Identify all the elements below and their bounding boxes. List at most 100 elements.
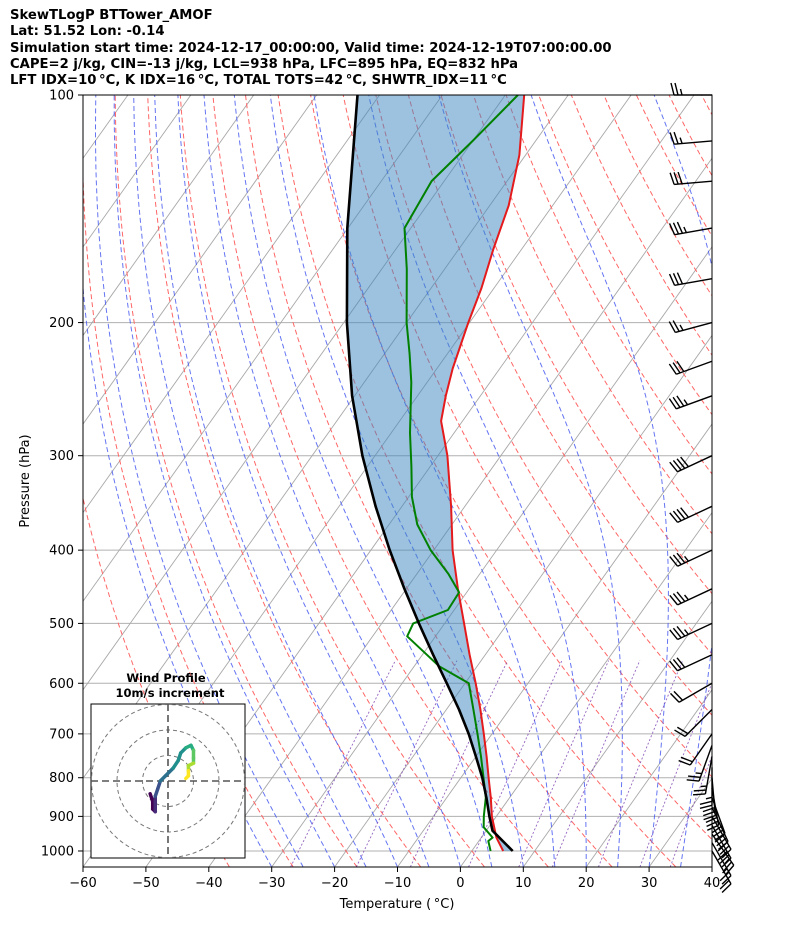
chart-title: SkewTLogP BTTower_AMOF [10, 8, 213, 23]
barb-flag [678, 759, 691, 766]
barb-flag [687, 775, 701, 779]
barb-flag [719, 845, 730, 855]
parcel-profile-line [345, 95, 514, 852]
chart-header: SkewTLogP BTTower_AMOF Lat: 51.52 Lon: -… [10, 8, 612, 89]
y-tick-label: 200 [49, 316, 74, 331]
hodograph-segment [163, 766, 175, 778]
moist-adiabat [653, 95, 712, 867]
moist-adiabat [113, 95, 336, 867]
x-tick-label: −40 [195, 876, 222, 891]
barb-flag [668, 398, 677, 410]
wind-barb [668, 272, 713, 287]
barb-flag [669, 629, 679, 640]
mixing-ratio-line [409, 660, 509, 867]
barb-flag [669, 172, 675, 185]
dry-adiabat [472, 95, 712, 535]
wind-barb [678, 733, 713, 766]
barb-staff [674, 180, 713, 186]
barb-flag [714, 833, 726, 843]
dry-adiabat [685, 0, 794, 867]
barb-flag [721, 857, 732, 868]
moist-adiabat [233, 95, 493, 867]
inset-plot [91, 704, 245, 858]
barb-half-flag [683, 555, 689, 562]
barb-flag [676, 508, 686, 520]
wind-profile-inset [90, 703, 246, 859]
barb-flag [669, 556, 679, 567]
moist-adiabat [203, 95, 461, 867]
barb-staff [677, 505, 713, 523]
barb-flag [676, 395, 685, 407]
barb-flag [669, 594, 679, 606]
y-tick-label: 100 [49, 89, 74, 104]
barb-flag [674, 729, 686, 738]
moist-adiabat [530, 95, 669, 867]
barb-flag [717, 850, 728, 861]
wind-barb [686, 745, 713, 782]
mixing-ratio-line [518, 660, 610, 867]
time-text: Simulation start time: 2024-12-17_00:00:… [10, 40, 612, 56]
wind-barb [669, 171, 713, 186]
x-axis-label: Temperature ( °C) [339, 897, 455, 912]
isotherm [775, 0, 794, 867]
y-tick-label: 700 [49, 727, 74, 742]
cape-cin-shading [346, 95, 525, 851]
x-tick-label: 20 [578, 876, 595, 891]
mixing-ratio-line [669, 754, 712, 867]
barb-staff [711, 816, 732, 850]
wind-barb [668, 221, 713, 236]
barb-flag [707, 824, 719, 831]
dry-adiabat [538, 95, 712, 416]
barb-flag [718, 841, 729, 850]
moist-adiabat [133, 95, 367, 867]
barb-flag [699, 800, 713, 805]
barb-flag [672, 273, 680, 285]
barb-flag [680, 507, 689, 518]
barb-flag [719, 854, 730, 864]
barb-flag [668, 273, 676, 286]
dry-adiabat [114, 95, 358, 867]
barb-flag [722, 861, 733, 872]
dry-adiabat [505, 95, 712, 475]
isotherm [208, 157, 712, 867]
barb-flag [672, 362, 681, 374]
moist-adiabat [711, 864, 712, 867]
inset-subtitle: 10m/s increment [116, 686, 225, 700]
isotherm [83, 95, 318, 425]
x-tick-label: 30 [641, 876, 658, 891]
barb-flag [672, 627, 682, 639]
y-axis-label: Pressure (hPa) [18, 434, 33, 527]
barb-flag [673, 131, 679, 145]
barb-half-flag [679, 137, 683, 144]
barb-staff [711, 842, 732, 876]
barb-flag [672, 510, 682, 522]
barb-flag [676, 726, 689, 735]
barb-flag [680, 456, 689, 468]
barb-half-flag [679, 88, 683, 96]
wind-barb [669, 549, 713, 567]
wind-barb [670, 82, 712, 96]
mixing-ratio-line [468, 660, 563, 867]
mixing-ratio-line [290, 660, 396, 867]
barb-flag [702, 806, 715, 813]
isotherm [145, 95, 695, 867]
barb-flag [703, 814, 716, 821]
barb-flag [680, 756, 693, 763]
barb-staff [676, 395, 713, 410]
location-text: Lat: 51.52 Lon: -0.14 [10, 24, 165, 40]
barb-staff [684, 709, 713, 737]
barb-flag [676, 552, 686, 564]
barb-flag [693, 793, 706, 796]
barb-staff [698, 745, 713, 782]
isotherm [522, 600, 712, 867]
barb-half-flag [683, 594, 689, 601]
dry-adiabat [440, 95, 712, 595]
barb-staff [677, 455, 713, 473]
barb-staff [674, 278, 713, 287]
wind-barb [668, 320, 713, 334]
barb-staff [676, 360, 713, 375]
wind-barb [669, 131, 713, 145]
mixing-ratio-line [551, 660, 641, 867]
barb-staff [675, 321, 713, 334]
